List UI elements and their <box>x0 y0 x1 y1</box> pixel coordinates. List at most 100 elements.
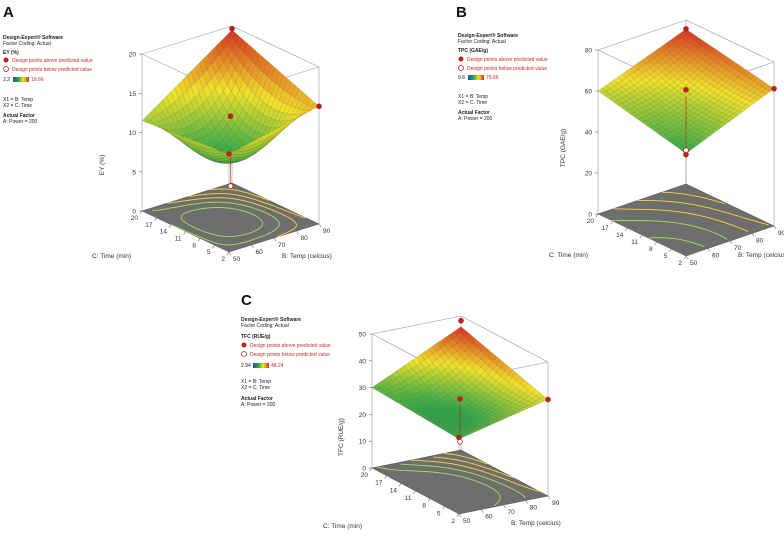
legend-coding: Factor Coding: Actual <box>458 39 506 45</box>
surface-cell <box>442 426 452 430</box>
surface-cell <box>484 381 493 390</box>
surface-cell <box>387 391 397 397</box>
legend-b: Design-Expert® Software Factor Coding: A… <box>458 32 548 122</box>
z-tick-label: 60 <box>585 89 593 96</box>
surface-cell <box>483 424 492 427</box>
surface-cell <box>222 123 232 136</box>
surface-cell <box>278 123 287 132</box>
surface-cell <box>205 157 214 161</box>
x-tick-label: 70 <box>508 509 516 516</box>
z-tick-label: 10 <box>359 439 367 446</box>
surface-cell <box>415 377 425 386</box>
y-tick-label: 8 <box>192 242 196 249</box>
surface-cell <box>395 388 405 394</box>
surface-cell <box>387 395 397 400</box>
surface-cell <box>472 371 481 380</box>
x-tick <box>685 255 689 260</box>
x-tick <box>273 237 277 242</box>
legend-x1: X1 = B: Temp <box>458 94 488 100</box>
surface-cell <box>192 139 202 148</box>
y-tick <box>683 255 687 260</box>
response-surface <box>597 28 775 154</box>
box-edge <box>460 315 549 363</box>
surface-cell <box>484 349 493 359</box>
x-tick-label: 90 <box>323 228 331 235</box>
surface-cell <box>438 427 448 430</box>
contour-line <box>377 466 501 506</box>
z-tick-label: 0 <box>132 209 136 216</box>
surface-cell <box>229 161 239 164</box>
legend-coding: Factor Coding: Actual <box>3 41 51 47</box>
surface-cell <box>391 384 401 391</box>
x-tick-label: 50 <box>463 518 471 525</box>
surface-cell <box>162 95 171 109</box>
panel-a: A Design-Expert® Software Factor Coding:… <box>3 4 332 263</box>
legend-actual-factor: Actual Factor <box>458 110 490 116</box>
surface-cell <box>262 91 272 106</box>
surface-cell <box>435 412 445 416</box>
surface-cell <box>484 374 493 383</box>
surface-cell <box>231 69 240 85</box>
surface-cell <box>209 155 219 160</box>
surface-cell <box>460 336 470 345</box>
surface-cell <box>407 375 417 383</box>
surface-cell <box>395 393 405 399</box>
design-point <box>683 147 689 154</box>
z-tick-label: 80 <box>585 48 593 55</box>
z-tick-label: 10 <box>129 130 137 137</box>
surface-cell <box>173 132 182 140</box>
surface-plot-c: 0 10 20 30 40 50 TFC (RUE/g) 50 60 70 80 90 B: Temp … <box>323 315 561 530</box>
surface-cell <box>253 146 263 154</box>
surface-cell <box>460 382 469 391</box>
surface-cell <box>205 144 214 151</box>
surface-cell <box>480 362 489 372</box>
x-tick <box>729 240 733 245</box>
surface-cell <box>435 408 445 413</box>
x-tick <box>773 225 777 230</box>
surface-cell <box>233 147 242 151</box>
surface-cell <box>496 359 505 369</box>
x-tick-label: 60 <box>712 253 720 260</box>
surface-cell <box>471 413 481 418</box>
design-point <box>458 317 464 324</box>
surface-cell <box>411 397 421 403</box>
surface-cell <box>407 382 417 390</box>
x-tick-label: 60 <box>256 249 264 256</box>
surface-cell <box>391 398 401 402</box>
surface-cell <box>451 389 461 396</box>
surface-cell <box>459 415 469 419</box>
z-tick-label: 40 <box>585 130 593 137</box>
below-marker-icon <box>458 65 464 71</box>
z-tick-label: 15 <box>129 91 137 98</box>
response-surface <box>141 29 320 164</box>
box-edge <box>597 19 687 51</box>
surface-cell <box>462 422 473 426</box>
z-axis-label: EY (%) <box>99 155 106 175</box>
surface-cell <box>399 380 409 388</box>
surface-cell <box>479 426 488 429</box>
surface-cell <box>474 420 485 424</box>
surface-cell <box>503 415 512 418</box>
surface-cell <box>496 375 505 384</box>
surface-cell <box>468 351 477 361</box>
surface-cell <box>269 127 279 138</box>
x-tick-label: 70 <box>278 242 286 249</box>
surface-cell <box>483 414 493 418</box>
surface-cell <box>206 79 216 95</box>
surface-cell <box>412 373 421 381</box>
surface-cell <box>464 371 473 380</box>
x-tick <box>525 500 528 504</box>
surface-cell <box>383 376 393 384</box>
surface-cell <box>273 125 283 135</box>
surface-cell <box>499 403 509 409</box>
x-tick-label: 50 <box>690 260 698 267</box>
y-tick-label: 2 <box>678 260 682 267</box>
surface-cell <box>463 386 473 394</box>
z-tick-label: 20 <box>359 412 367 419</box>
box-edge <box>231 25 320 68</box>
x-tick <box>751 233 755 237</box>
surface-cell <box>415 391 425 397</box>
surface-cell <box>443 400 453 406</box>
color-bar <box>13 77 29 82</box>
surface-cell <box>479 408 489 414</box>
